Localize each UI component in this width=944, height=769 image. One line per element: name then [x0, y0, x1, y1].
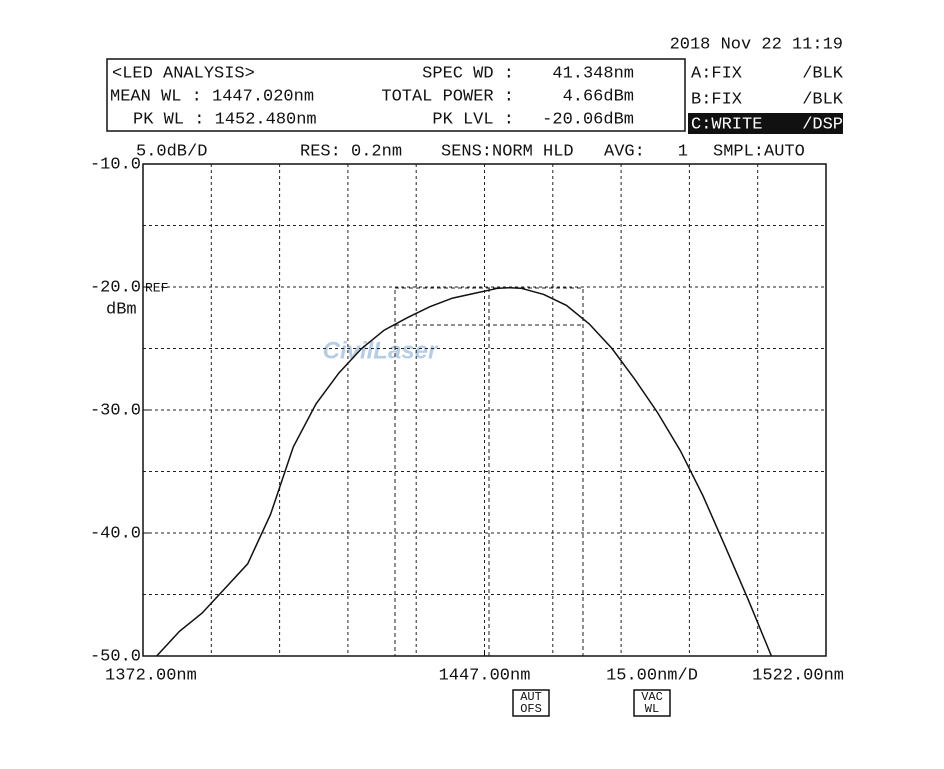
x-tick-label: 1447.00nm: [439, 666, 531, 685]
y-tick-label: -10.0: [90, 155, 141, 174]
total-power: 4.66dBm: [563, 87, 634, 106]
total-power-label: TOTAL POWER :: [381, 87, 514, 106]
button-label[interactable]: AUT: [520, 690, 542, 704]
trace-c: C:WRITE: [691, 115, 762, 134]
spectrum-line: [156, 286, 773, 657]
button-label[interactable]: OFS: [520, 702, 542, 716]
mean-wl: MEAN WL : 1447.020nm: [110, 87, 314, 106]
span-per-div: 15.00nm/D: [606, 666, 698, 685]
watermark: CivilLaser: [323, 337, 439, 364]
y-tick-label: -20.0: [90, 278, 141, 297]
trace-a: A:FIX: [691, 64, 742, 83]
x-tick-label: 1522.00nm: [752, 666, 844, 685]
avg-label: AVG:: [604, 142, 645, 161]
trace-a-mode: /BLK: [802, 64, 844, 83]
pk-wl: PK WL : 1452.480nm: [133, 110, 317, 129]
button[interactable]: [512, 689, 550, 717]
y-tick-label: -50.0: [90, 647, 141, 666]
button[interactable]: [633, 689, 671, 717]
pk-lvl: -20.06dBm: [542, 110, 634, 129]
spec-wd: 41.348nm: [552, 64, 634, 83]
scale: 5.0dB/D: [136, 142, 207, 161]
x-tick-label: 1372.00nm: [105, 666, 197, 685]
trace-b-mode: /BLK: [802, 90, 844, 109]
y-tick-label: -40.0: [90, 524, 141, 543]
active-trace-highlight: [688, 113, 843, 134]
unit-label: dBm: [106, 300, 137, 319]
mode: <LED ANALYSIS>: [112, 64, 255, 83]
trace-b: B:FIX: [691, 90, 742, 109]
sensitivity: SENS:NORM HLD: [441, 142, 574, 161]
ref-label: REF: [145, 280, 168, 295]
sampling: SMPL:AUTO: [713, 142, 805, 161]
datetime: 2018 Nov 22 11:19: [670, 35, 843, 54]
resolution: RES: 0.2nm: [300, 142, 402, 161]
avg: 1: [678, 142, 688, 161]
button-label[interactable]: VAC: [641, 690, 663, 704]
button-label[interactable]: WL: [645, 702, 659, 716]
spec-wd-label: SPEC WD :: [422, 64, 514, 83]
y-tick-label: -30.0: [90, 401, 141, 420]
trace-c-mode: /DSP: [802, 115, 843, 134]
pk-lvl-label: PK LVL :: [432, 110, 514, 129]
info-box: [106, 58, 686, 132]
